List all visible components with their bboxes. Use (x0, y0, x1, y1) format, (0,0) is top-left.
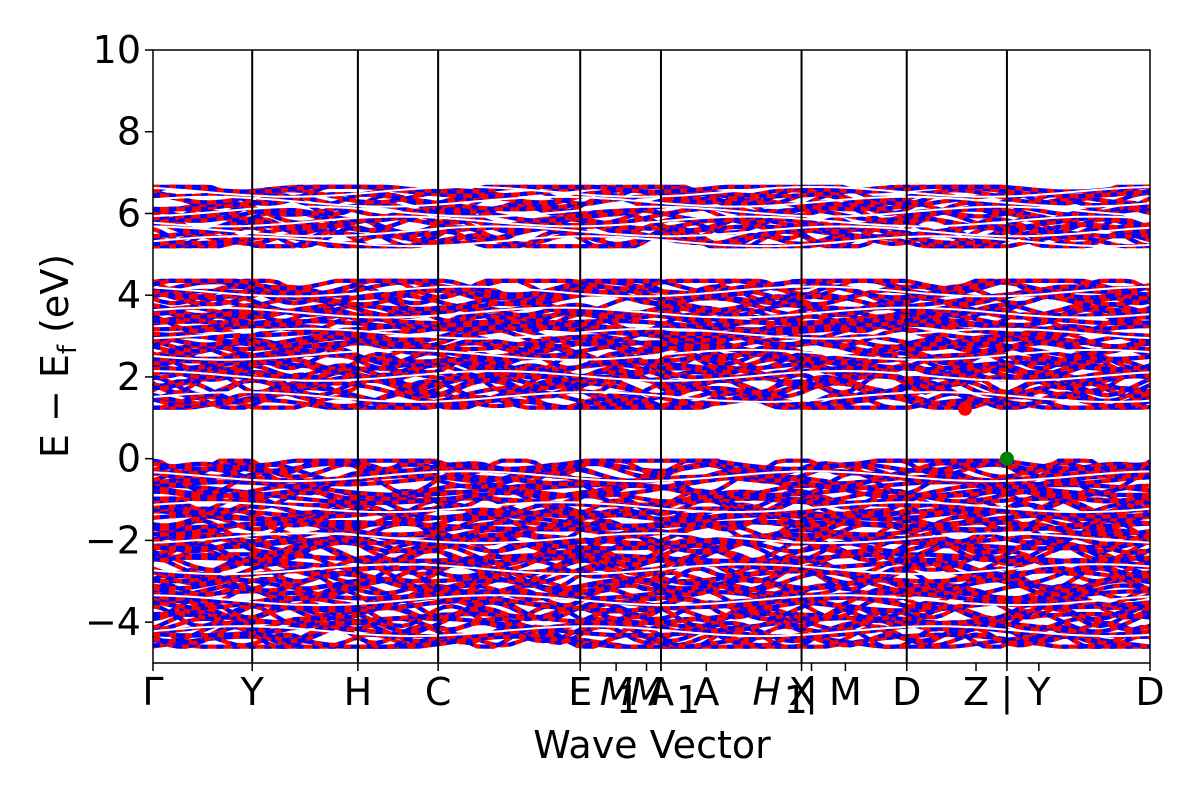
band-line-overlay-valence-67 (152, 461, 1151, 474)
x-tick-label: A (648, 670, 674, 714)
y-tick-label: 8 (117, 110, 141, 154)
band-line-overlay-valence-69 (152, 458, 1151, 471)
axes-border (152, 49, 1151, 664)
y-tick-label: 0 (117, 437, 141, 481)
band-line-overlay-conduction-lower-44 (152, 284, 1151, 306)
band-gap-line-conduction-upper-0 (152, 235, 1151, 248)
x-axis-label: Wave Vector (533, 723, 771, 767)
y-tick-label: 4 (117, 273, 141, 317)
y-tick-label: 6 (117, 191, 141, 235)
band-gap-line-conduction-upper-3 (152, 205, 1151, 218)
band-line-overlay-valence-27 (152, 561, 1151, 586)
band-gap-line-conduction-upper-4 (152, 195, 1151, 208)
y-axis-label-sub: f (53, 344, 83, 354)
x-tick-label: 1 (616, 678, 640, 722)
y-axis-label-main: E − E (33, 354, 77, 458)
band-line-overlay-conduction-upper-17 (152, 190, 1151, 208)
x-tick-label: H (752, 670, 781, 714)
band-gap-line-conduction-upper-2 (152, 215, 1151, 228)
band-line-valence-30 (152, 555, 1151, 577)
band-line-overlay-valence-54 (152, 496, 1151, 508)
x-tick-label: X (789, 670, 815, 714)
band-line-overlay-conduction-lower-31 (152, 319, 1151, 337)
y-axis-ticks: 10 8 6 4 2 0 −2 −4 (85, 28, 153, 644)
axes-frame (152, 49, 1151, 664)
band-gap-line-conduction-upper-1 (152, 225, 1151, 238)
x-tick-label: C (425, 670, 452, 714)
x-axis-ticks: Γ Y H C E MM1 AA 1A H 1X| M D Z | Y D (142, 663, 1165, 722)
y-axis-label: E − Ef (eV) (33, 254, 83, 458)
band-gap-line-conduction-lower-0 (152, 391, 1151, 403)
y-tick-label: −2 (85, 518, 141, 562)
band-line-overlay-conduction-lower-14 (152, 363, 1151, 379)
x-tick-label: Y (240, 670, 265, 714)
x-tick-label: M (600, 670, 633, 714)
y-tick-label: 10 (93, 28, 141, 72)
band-line-overlay-conduction-upper-15 (152, 192, 1151, 217)
x-tick-label: Z (963, 670, 989, 714)
x-tick-label: A (693, 670, 719, 714)
band-line-overlay-conduction-lower-28 (152, 324, 1151, 347)
high-symmetry-lines (251, 50, 1008, 663)
x-tick-label: M (829, 670, 862, 714)
band-gap-line-conduction-lower-4 (152, 306, 1151, 319)
band-line-overlay-valence-20 (152, 583, 1151, 602)
band-gap-line-valence-4 (152, 501, 1151, 514)
x-tick-label: 1 (676, 678, 700, 722)
band-line-overlay-conduction-upper-14 (152, 195, 1151, 219)
band-gap-line-valence-1 (152, 594, 1151, 607)
extrema-markers (958, 401, 1014, 466)
x-tick-label: D (1135, 670, 1164, 714)
band-gap-line-conduction-lower-5 (152, 285, 1151, 298)
x-tick-label: A (648, 670, 674, 714)
band-gap-line-valence-0 (152, 625, 1151, 638)
band-line-overlay-valence-60 (152, 473, 1151, 498)
y-axis-label-unit: (eV) (33, 254, 77, 345)
band-line-overlay-valence-38 (152, 534, 1151, 555)
band-line-overlay-conduction-lower-49 (152, 278, 1151, 291)
x-tick-label: Y (1026, 670, 1051, 714)
x-tick-label: Γ (142, 670, 163, 714)
band-gap-line-valence-2 (152, 563, 1151, 576)
band-line-overlay-conduction-lower-6 (152, 379, 1151, 404)
band-gap-line-conduction-upper-5 (152, 185, 1151, 198)
band-lines (151, 184, 1152, 649)
band-line-overlay-conduction-lower-32 (152, 319, 1151, 332)
band-line-overlay-conduction-upper-7 (152, 217, 1151, 235)
y-tick-label: 2 (117, 355, 141, 399)
y-tick-label: −4 (85, 600, 141, 644)
band-line-overlay-conduction-lower-24 (152, 337, 1151, 354)
band-line-conduction-lower-48 (152, 278, 1151, 297)
x-tick-label: | (805, 670, 818, 715)
band-line-overlay-conduction-lower-7 (152, 378, 1151, 399)
band-line-valence-53 (152, 493, 1151, 516)
band-line-overlay-conduction-upper-12 (152, 199, 1151, 226)
band-line-overlay-conduction-upper-0 (153, 234, 1150, 249)
x-tick-label: H (344, 670, 373, 714)
x-tick-label: D (892, 670, 921, 714)
band-gap-line-valence-3 (152, 532, 1151, 545)
band-line-overlay-conduction-lower-38 (152, 302, 1151, 318)
band-gap-line-conduction-lower-1 (152, 369, 1151, 382)
band-line-overlay-valence-66 (152, 461, 1151, 479)
x-tick-label: | (1001, 670, 1014, 715)
band-line-overlay-conduction-upper-2 (153, 232, 1151, 247)
band-line-overlay-valence-47 (152, 513, 1151, 528)
cbm-marker (958, 401, 973, 416)
band-line-overlay-conduction-upper-21 (153, 184, 1150, 194)
x-tick-label: M (630, 670, 663, 714)
band-gap-line-valence-5 (152, 470, 1151, 483)
band-line-overlay-valence-4 (152, 624, 1151, 646)
x-tick-label: 1 (784, 678, 808, 722)
vbm-marker (999, 451, 1014, 466)
band-gap-line-conduction-lower-3 (152, 327, 1151, 340)
band-line-valence-13 (152, 600, 1151, 622)
band-gap-line-conduction-lower-2 (152, 348, 1151, 361)
band-line-overlay-valence-1 (152, 634, 1151, 649)
x-tick-label: E (568, 670, 592, 714)
